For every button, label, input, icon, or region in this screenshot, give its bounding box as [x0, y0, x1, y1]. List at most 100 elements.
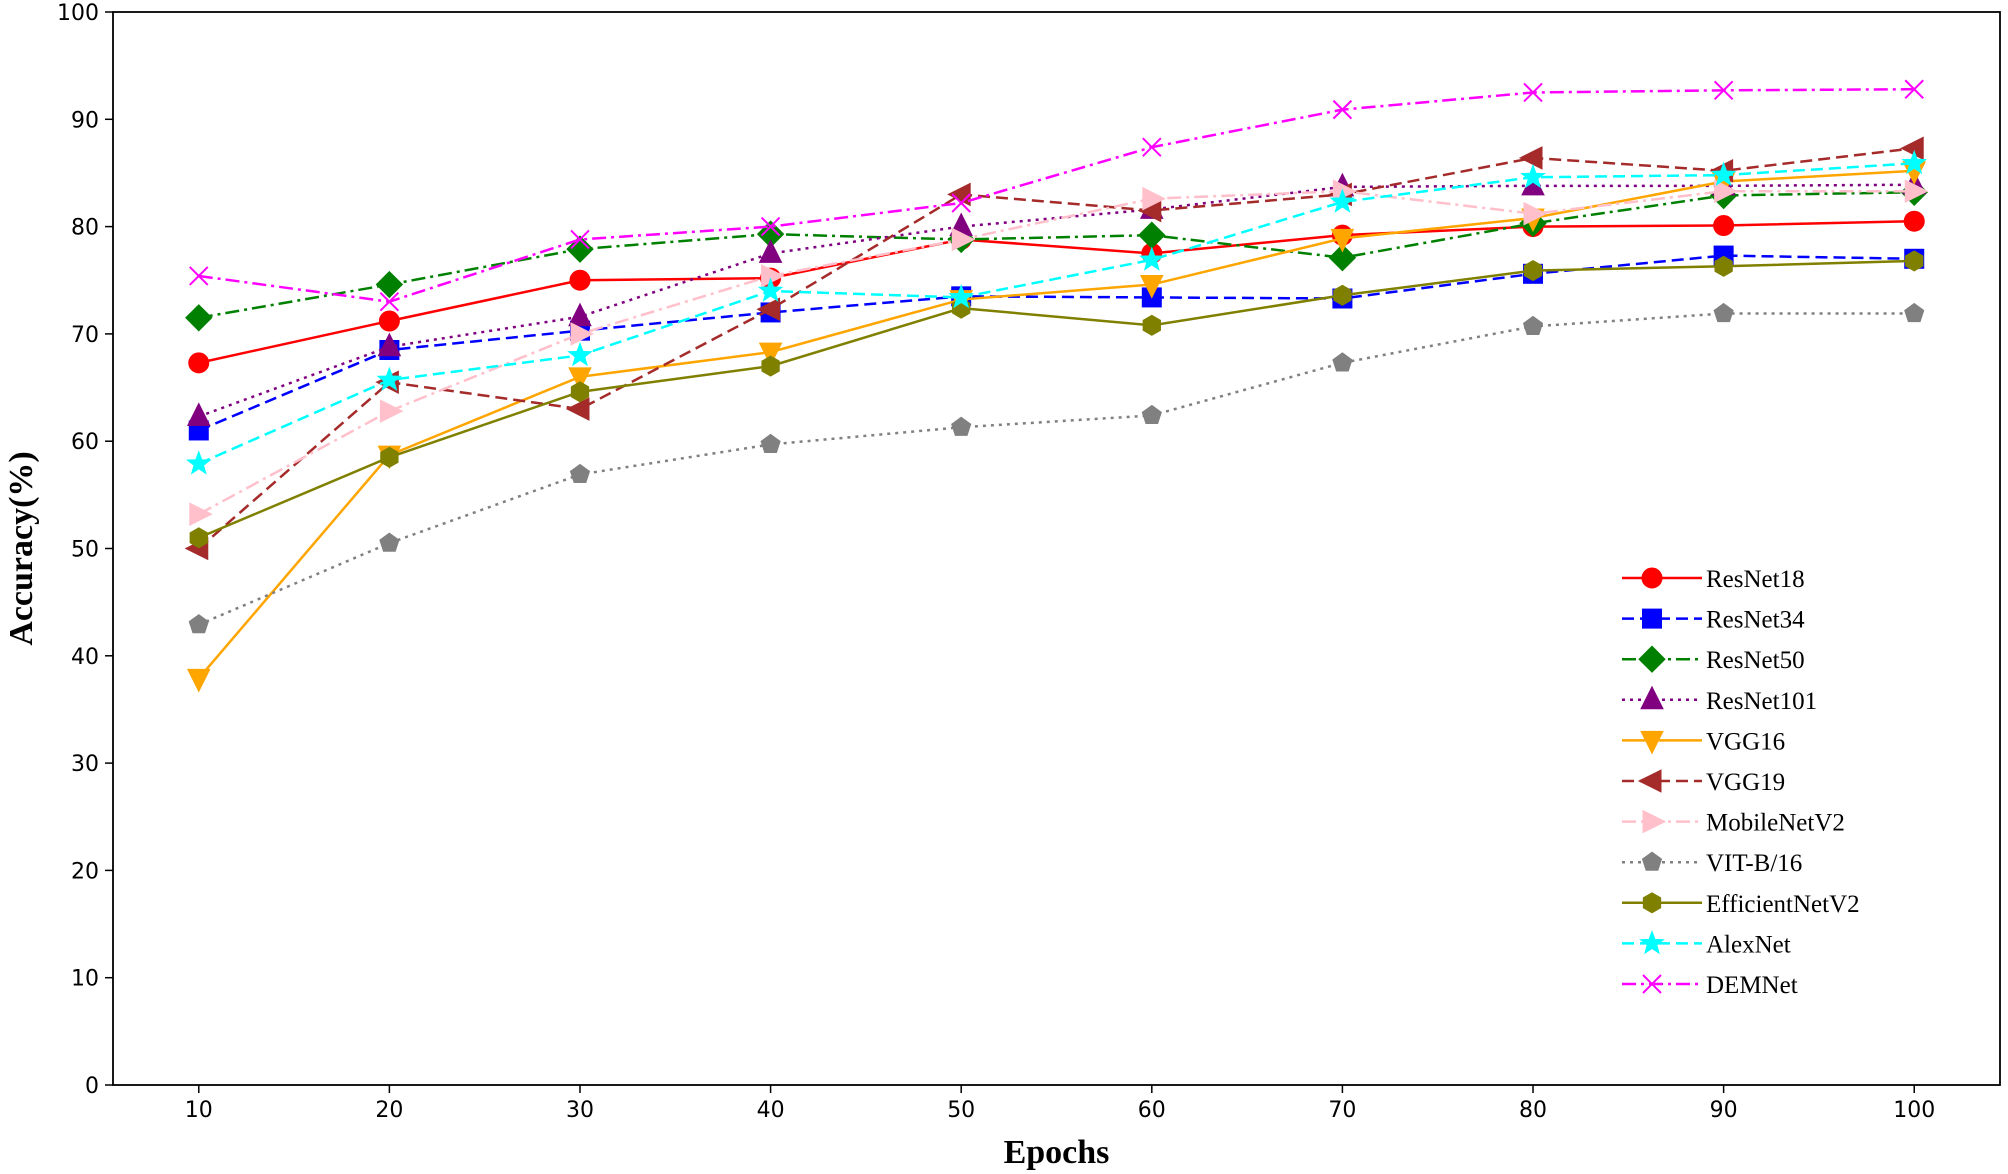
- data-point: [1141, 404, 1162, 425]
- series-alexnet: [185, 149, 1928, 475]
- legend-label: AlexNet: [1706, 931, 1791, 958]
- series-efficientnetv2: [189, 250, 1924, 549]
- x-tick-label: 70: [1328, 1098, 1356, 1123]
- y-tick-label: 30: [71, 752, 99, 777]
- x-tick-label: 80: [1519, 1098, 1547, 1123]
- data-point: [758, 342, 783, 367]
- data-point: [1328, 244, 1357, 272]
- series-line: [198, 189, 1915, 516]
- x-tick-label: 100: [1893, 1098, 1935, 1123]
- data-point: [379, 532, 400, 552]
- series-line: [197, 169, 1915, 680]
- legend-label: VGG16: [1706, 728, 1785, 755]
- legend-item: ResNet101: [1622, 685, 1817, 715]
- legend-item: EfficientNetV2: [1622, 891, 1860, 918]
- data-point: [1713, 215, 1735, 237]
- data-point: [1142, 186, 1166, 211]
- data-point: [1142, 314, 1161, 336]
- data-point: [1901, 149, 1928, 175]
- y-tick-label: 90: [71, 108, 99, 133]
- data-point: [761, 264, 785, 288]
- data-point: [951, 416, 972, 436]
- legend-marker: [1637, 769, 1662, 793]
- data-point: [1904, 79, 1924, 99]
- data-point: [185, 304, 213, 332]
- data-point: [189, 266, 209, 286]
- data-point: [1523, 82, 1543, 103]
- data-point: [757, 277, 784, 302]
- data-point: [1518, 146, 1543, 170]
- data-point: [951, 227, 976, 252]
- y-tick-label: 0: [85, 1074, 99, 1099]
- legend-marker: [1642, 809, 1667, 834]
- ticks-layer: 10 20 30 40 50 60 70 80 90 100 0 10 20 30 40 50 60 70 80 90…: [57, 1, 1935, 1123]
- y-tick-label: 10: [71, 967, 99, 992]
- series-line: [198, 259, 1915, 539]
- data-point: [756, 297, 781, 322]
- series-line: [198, 183, 1915, 418]
- legend-marker: [1642, 608, 1662, 629]
- series-line: [198, 219, 1915, 365]
- y-tick-label: 100: [57, 1, 99, 26]
- data-point: [1714, 179, 1738, 204]
- y-tick-label: 80: [71, 216, 99, 241]
- data-point: [188, 614, 209, 634]
- data-point: [377, 332, 402, 357]
- series-vit-b-16: [188, 302, 1925, 634]
- x-tick-label: 10: [185, 1098, 213, 1123]
- series-line: [198, 191, 1915, 320]
- data-point: [378, 310, 400, 332]
- legend: ResNet18 ResNet34 ResNet50 ResNet101 VGG16 VG…: [1622, 566, 1860, 999]
- legend-marker: [1641, 851, 1663, 871]
- data-point: [1330, 228, 1355, 253]
- data-point: [189, 502, 213, 526]
- data-point: [570, 322, 595, 346]
- data-point: [568, 367, 592, 391]
- data-point: [569, 463, 591, 484]
- legend-marker: [1639, 929, 1665, 955]
- data-point: [1905, 250, 1924, 272]
- y-tick-label: 50: [71, 538, 99, 563]
- legend-item: AlexNet: [1622, 929, 1791, 958]
- data-point: [760, 216, 781, 237]
- data-point: [1904, 302, 1925, 323]
- data-point: [376, 366, 403, 391]
- data-point: [1520, 163, 1546, 189]
- data-point: [186, 668, 211, 693]
- data-point: [1139, 246, 1165, 271]
- legend-item: ResNet50: [1622, 645, 1805, 674]
- y-tick-label: 20: [71, 859, 99, 884]
- data-point: [379, 399, 404, 423]
- y-tick-label: 60: [71, 430, 99, 455]
- legend-item: ResNet18: [1622, 566, 1805, 593]
- series-line: [198, 88, 1915, 303]
- legend-item: VIT-B/16: [1622, 850, 1802, 877]
- series-line: [198, 312, 1915, 626]
- legend-item: VGG16: [1622, 728, 1785, 755]
- legend-label: VGG19: [1706, 769, 1785, 796]
- y-axis-title: Accuracy(%): [3, 451, 40, 645]
- legend-marker: [1642, 974, 1662, 994]
- x-axis-title: Epochs: [1004, 1134, 1110, 1171]
- data-point: [1332, 352, 1353, 372]
- data-point: [1523, 260, 1543, 282]
- legend-label: MobileNetV2: [1706, 810, 1845, 837]
- y-tick-label: 40: [71, 645, 99, 670]
- data-point: [570, 229, 590, 250]
- x-tick-label: 60: [1138, 1098, 1166, 1123]
- data-point: [568, 302, 592, 327]
- series-demnet: [189, 79, 1924, 312]
- data-point: [189, 527, 208, 549]
- data-point: [569, 269, 591, 291]
- data-point: [1332, 99, 1353, 120]
- legend-item: ResNet34: [1622, 607, 1805, 634]
- x-tick-label: 20: [375, 1098, 403, 1123]
- data-point: [1713, 80, 1734, 101]
- legend-item: VGG19: [1622, 769, 1785, 796]
- data-point: [1900, 136, 1924, 161]
- data-point: [570, 381, 590, 403]
- data-point: [758, 239, 783, 263]
- series-layer: [184, 79, 1929, 693]
- data-point: [951, 193, 971, 213]
- data-point: [380, 446, 399, 468]
